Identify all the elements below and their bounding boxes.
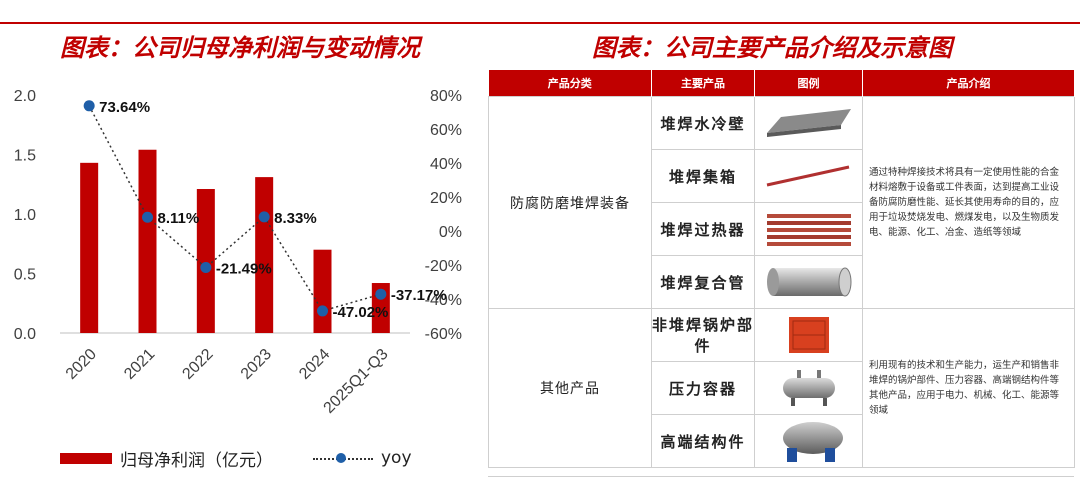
product-intro: 通过特种焊接技术将具有一定使用性能的合金材料熔敷于设备或工件表面，达到提高工业设…: [862, 96, 1075, 309]
structural-part-icon: [754, 414, 863, 468]
y-right-tick-label: -20%: [425, 258, 462, 275]
yoy-data-label: -21.49%: [216, 261, 272, 278]
y-left-tick-label: 1.5: [14, 148, 36, 165]
table-bottom-rule: [488, 476, 1074, 477]
top-rule: [0, 0, 1080, 24]
product-name: 堆焊集箱: [651, 149, 755, 203]
header-illustration: 图例: [754, 70, 863, 97]
header-pipe-icon: [754, 149, 863, 203]
y-right-tick-label: 80%: [430, 88, 462, 105]
table-header-row: 产品分类 主要产品 图例 产品介绍: [488, 70, 1075, 97]
product-name: 堆焊水冷壁: [651, 96, 755, 150]
x-tick-label: 2023: [238, 346, 275, 383]
superheater-coil-icon: [754, 202, 863, 256]
yoy-point: [200, 262, 212, 274]
yoy-data-label: -47.02%: [333, 304, 389, 321]
table-row: 防腐防磨堆焊装备 堆焊水冷壁 通过特种焊接技术将具有一定使用性能的合金材料熔敷于…: [488, 96, 1075, 309]
yoy-point: [317, 305, 328, 317]
table-row: 堆焊过热器: [489, 202, 1075, 256]
y-right-tick-label: 60%: [430, 122, 462, 139]
product-name: 压力容器: [651, 361, 755, 415]
yoy-point: [142, 211, 153, 223]
y-left-tick-label: 1.0: [14, 207, 36, 224]
legend-bar-swatch: [60, 452, 112, 464]
chart-legend: 归母净利润（亿元） yoy: [60, 448, 412, 471]
legend-line-label: yoy: [381, 448, 412, 468]
y-right-tick-label: 20%: [430, 190, 462, 207]
header-product: 主要产品: [651, 70, 755, 97]
bar: [313, 249, 332, 333]
bar: [196, 189, 215, 333]
composite-pipe-icon: [754, 255, 863, 309]
y-right-tick-label: 40%: [430, 156, 462, 173]
x-tick-label: 2021: [121, 346, 158, 383]
product-name: 堆焊过热器: [651, 202, 755, 256]
category-cell: 其他产品: [488, 308, 652, 468]
header-category: 产品分类: [488, 70, 652, 97]
legend-bar-label: 归母净利润（亿元）: [120, 450, 273, 471]
bar: [80, 162, 99, 333]
yoy-data-label: 8.11%: [158, 210, 200, 227]
bar: [255, 177, 274, 333]
x-tick-label: 2020: [63, 346, 100, 383]
header-intro: 产品介绍: [862, 70, 1075, 97]
product-name: 非堆焊锅炉部件: [651, 308, 755, 362]
yoy-data-label: -37.17%: [391, 287, 447, 304]
y-left-tick-label: 2.0: [14, 88, 36, 105]
table-row: 高端结构件: [489, 414, 1075, 468]
x-tick-label: 2022: [179, 346, 216, 383]
yoy-point: [83, 100, 95, 112]
yoy-point: [258, 211, 270, 223]
yoy-point: [375, 288, 387, 300]
table-row: 压力容器: [489, 361, 1075, 415]
y-left-tick-label: 0.5: [14, 267, 36, 284]
y-left-tick-label: 0.0: [14, 326, 36, 343]
yoy-data-label: 73.64%: [99, 99, 150, 116]
product-name: 堆焊复合管: [651, 255, 755, 309]
product-name: 高端结构件: [651, 414, 755, 468]
table-row: 堆焊复合管: [489, 255, 1075, 309]
bar: [138, 149, 157, 333]
x-tick-label: 2024: [296, 346, 333, 383]
category-cell: 防腐防磨堆焊装备: [488, 96, 652, 309]
legend-line-swatch: [313, 452, 373, 464]
yoy-data-label: 8.33%: [274, 210, 317, 227]
product-intro: 利用现有的技术和生产能力，运生产和销售非堆焊的锅炉部件、压力容器、高端钢结构件等…: [862, 308, 1075, 468]
water-wall-panel-icon: [754, 96, 863, 150]
yoy-line: [88, 105, 382, 312]
y-right-tick-label: -40%: [425, 292, 462, 309]
product-table: 产品分类 主要产品 图例 产品介绍 防腐防磨堆焊装备 堆焊水冷壁 通过特种焊接技…: [488, 70, 1075, 468]
table-row: 其他产品 非堆焊锅炉部件 利用现有的技术和生产能力，运生产和销售非堆焊的锅炉部件…: [488, 308, 1075, 468]
profit-chart: 0.0 0.5 1.0 1.5 2.0 -60% -40% -20% 0% 20% 40% 60% 80…: [14, 88, 462, 417]
boiler-module-icon: [754, 308, 863, 362]
chart-title: 图表：公司归母净利润与变动情况: [60, 33, 420, 62]
table-title: 图表：公司主要产品介绍及示意图: [592, 33, 952, 62]
y-right-tick-label: 0%: [439, 224, 462, 241]
y-right-tick-label: -60%: [425, 326, 462, 343]
pressure-vessel-icon: [754, 361, 863, 415]
